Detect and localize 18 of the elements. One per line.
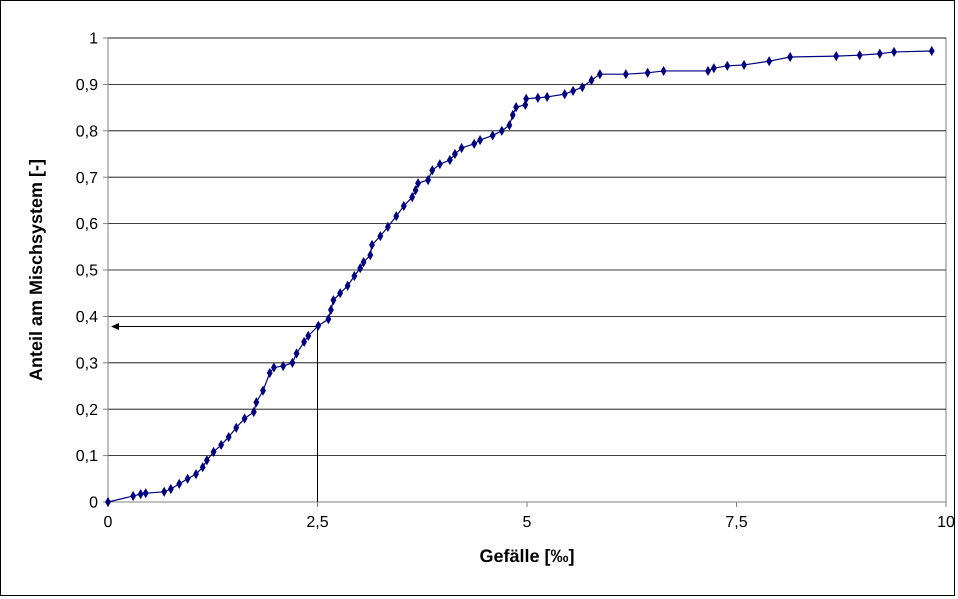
x-axis-title: Gefälle [‰] xyxy=(479,546,575,566)
x-tick-label: 5 xyxy=(522,514,532,531)
y-tick-label: 1 xyxy=(89,30,98,48)
x-tick-label: 10 xyxy=(937,514,955,531)
y-tick-label: 0,5 xyxy=(76,262,98,280)
y-tick-label: 0,6 xyxy=(76,216,98,234)
y-tick-label: 0,3 xyxy=(76,355,98,372)
y-tick-label: 0,4 xyxy=(76,309,98,326)
x-tick-label: 2,5 xyxy=(306,514,329,531)
y-tick-label: 0,7 xyxy=(76,170,98,187)
y-tick-label: 0,9 xyxy=(76,77,98,94)
y-tick-label: 0,1 xyxy=(76,448,98,466)
x-tick-label: 0 xyxy=(104,514,113,531)
y-tick-label: 0 xyxy=(89,494,98,512)
y-axis-title: Anteil am Mischsystem [-] xyxy=(26,158,46,382)
y-tick-label: 0,2 xyxy=(76,402,98,419)
y-tick-label: 0,8 xyxy=(76,123,98,140)
x-tick-label: 7,5 xyxy=(725,514,748,531)
